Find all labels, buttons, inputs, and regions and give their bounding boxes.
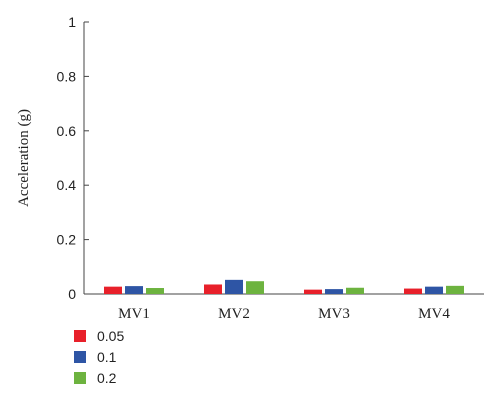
legend-label: 0.1 bbox=[97, 349, 117, 365]
x-category-label: MV3 bbox=[318, 306, 350, 322]
x-category-label: MV1 bbox=[118, 306, 150, 322]
y-tick-label: 0.4 bbox=[57, 177, 77, 193]
y-tick-label: 0.2 bbox=[57, 232, 77, 248]
legend-label: 0.05 bbox=[97, 328, 124, 344]
bar-mv2-series-2 bbox=[225, 279, 243, 294]
y-tick-label: 1 bbox=[68, 14, 76, 30]
bar-mv3-series-2 bbox=[325, 289, 343, 294]
bar-mv4-series-1 bbox=[404, 288, 422, 294]
legend-swatch bbox=[74, 330, 86, 342]
bar-mv4-series-3 bbox=[446, 285, 464, 294]
bar-mv4-series-2 bbox=[425, 286, 443, 294]
bar-mv2-series-3 bbox=[246, 281, 264, 294]
bar-mv3-series-1 bbox=[304, 289, 322, 294]
legend-swatch bbox=[74, 351, 86, 363]
bar-mv1-series-3 bbox=[146, 288, 164, 294]
x-axis-category-labels: MV1 MV2 MV3 MV4 bbox=[118, 306, 450, 322]
bar-mv1-series-2 bbox=[125, 286, 143, 294]
legend-swatch bbox=[74, 372, 86, 384]
x-category-label: MV4 bbox=[418, 306, 450, 322]
plot-frame bbox=[83, 22, 484, 295]
y-axis-title: Acceleration (g) bbox=[16, 109, 32, 207]
bar-mv1-series-1 bbox=[104, 286, 122, 294]
bar-mv2-series-1 bbox=[204, 284, 222, 294]
bar-mv3-series-3 bbox=[346, 287, 364, 294]
x-category-label: MV2 bbox=[218, 306, 250, 322]
y-axis-ticks: 0 0.2 0.4 0.6 0.8 1 bbox=[57, 14, 89, 302]
y-tick-label: 0.8 bbox=[57, 68, 77, 84]
y-tick-label: 0 bbox=[68, 286, 76, 302]
bars bbox=[104, 279, 464, 294]
legend-label: 0.2 bbox=[97, 370, 117, 386]
y-tick-label: 0.6 bbox=[57, 123, 77, 139]
legend: 0.05 0.1 0.2 bbox=[74, 328, 124, 386]
